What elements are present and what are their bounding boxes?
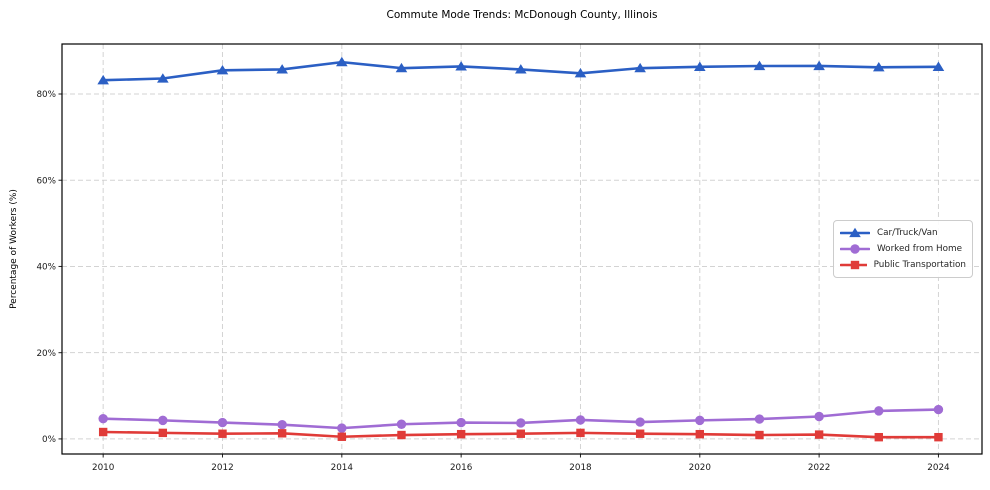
legend-item-worked-from-home: Worked from Home — [840, 243, 966, 255]
marker-circle — [754, 414, 765, 424]
plot-border — [61, 43, 983, 455]
marker-triangle — [216, 64, 229, 75]
legend-label: Worked from Home — [877, 244, 963, 254]
legend-item-public-transportation: Public Transportation — [840, 259, 966, 271]
marker-square — [755, 430, 764, 440]
marker-circle — [933, 404, 944, 415]
marker-square — [874, 432, 883, 442]
line-circle-marker-icon — [840, 244, 870, 254]
marker-square — [850, 260, 860, 270]
legend-label: Public Transportation — [873, 260, 966, 270]
marker-triangle — [849, 227, 861, 238]
marker-triangle — [753, 60, 766, 71]
marker-triangle — [157, 73, 169, 83]
x-tick-label: 2022 — [808, 463, 830, 473]
chart-title: Commute Mode Trends: McDonough County, I… — [386, 9, 658, 21]
marker-triangle — [574, 68, 587, 78]
marker-circle — [456, 417, 466, 428]
marker-square — [456, 429, 466, 439]
marker-square — [516, 429, 526, 438]
marker-square — [158, 428, 168, 438]
marker-circle — [695, 415, 705, 426]
marker-circle — [158, 415, 168, 426]
marker-square — [397, 430, 406, 440]
marker-square — [695, 429, 704, 439]
marker-circle — [874, 406, 884, 416]
marker-square — [814, 430, 824, 439]
y-tick-label: 80% — [36, 90, 56, 100]
x-tick-label: 2012 — [211, 463, 233, 473]
marker-square — [218, 429, 227, 438]
x-tick-label: 2024 — [927, 463, 950, 473]
marker-circle — [850, 244, 860, 254]
line-triangle-marker-icon — [840, 227, 870, 238]
y-tick-label: 40% — [36, 263, 56, 273]
marker-circle — [337, 423, 347, 433]
marker-square — [635, 429, 645, 438]
legend: Car/Truck/Van Worked from Home Public Tr… — [833, 220, 973, 278]
marker-triangle — [336, 56, 348, 67]
marker-triangle — [455, 61, 467, 71]
marker-square — [337, 432, 347, 441]
marker-circle — [575, 415, 586, 425]
marker-triangle — [634, 62, 646, 73]
y-tick-label: 60% — [36, 176, 56, 186]
x-tick-label: 2010 — [92, 463, 115, 473]
marker-circle — [814, 411, 824, 422]
marker-square — [98, 427, 108, 437]
x-tick-label: 2018 — [569, 463, 591, 473]
x-tick-label: 2020 — [689, 463, 712, 473]
marker-triangle — [97, 74, 109, 85]
marker-circle — [277, 419, 287, 430]
legend-item-car-truck-van: Car/Truck/Van — [840, 227, 966, 239]
marker-triangle — [932, 61, 945, 71]
marker-triangle — [872, 61, 885, 72]
marker-circle — [635, 417, 645, 427]
y-axis-label: Percentage of Workers (%) — [9, 189, 19, 309]
line-square-marker-icon — [840, 260, 867, 270]
y-tick-label: 0% — [42, 435, 56, 445]
marker-triangle — [813, 60, 825, 71]
x-tick-label: 2014 — [331, 463, 354, 473]
marker-triangle — [515, 64, 527, 74]
marker-triangle — [693, 61, 706, 71]
y-tick-label: 20% — [36, 349, 56, 359]
marker-square — [934, 432, 943, 442]
marker-triangle — [395, 62, 408, 73]
marker-circle — [217, 417, 228, 428]
marker-triangle — [276, 64, 288, 74]
x-tick-label: 2016 — [450, 463, 473, 473]
legend-label: Car/Truck/Van — [877, 228, 938, 238]
marker-square — [576, 428, 585, 438]
marker-square — [277, 429, 287, 438]
marker-circle — [516, 418, 526, 428]
marker-circle — [98, 413, 108, 424]
marker-circle — [396, 419, 407, 429]
